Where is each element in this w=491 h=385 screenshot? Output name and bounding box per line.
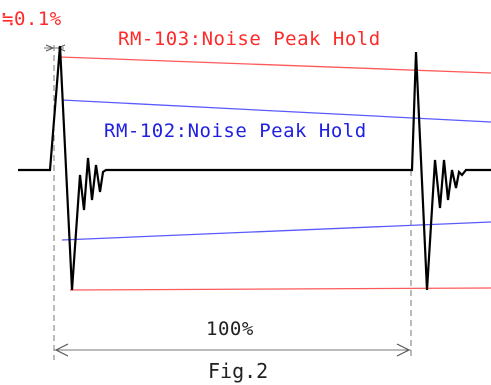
red-lower-hold-line	[69, 287, 491, 291]
period-label: 100%	[206, 318, 254, 340]
figure-caption: Fig.2	[208, 359, 268, 383]
pulse-width-label: ≒0.1%	[2, 8, 62, 30]
red-upper-hold-line	[59, 56, 491, 74]
blue-upper-hold-line	[61, 99, 491, 123]
period-right-arrow-icon	[396, 343, 410, 357]
pulse-width-arrow-icon	[45, 44, 54, 52]
signal-waveform	[18, 45, 491, 291]
red-hold-label: RM-103:Noise Peak Hold	[118, 28, 381, 50]
blue-hold-label: RM-102:Noise Peak Hold	[104, 120, 367, 142]
blue-lower-hold-line	[61, 221, 491, 241]
period-left-arrow-icon	[55, 343, 69, 357]
